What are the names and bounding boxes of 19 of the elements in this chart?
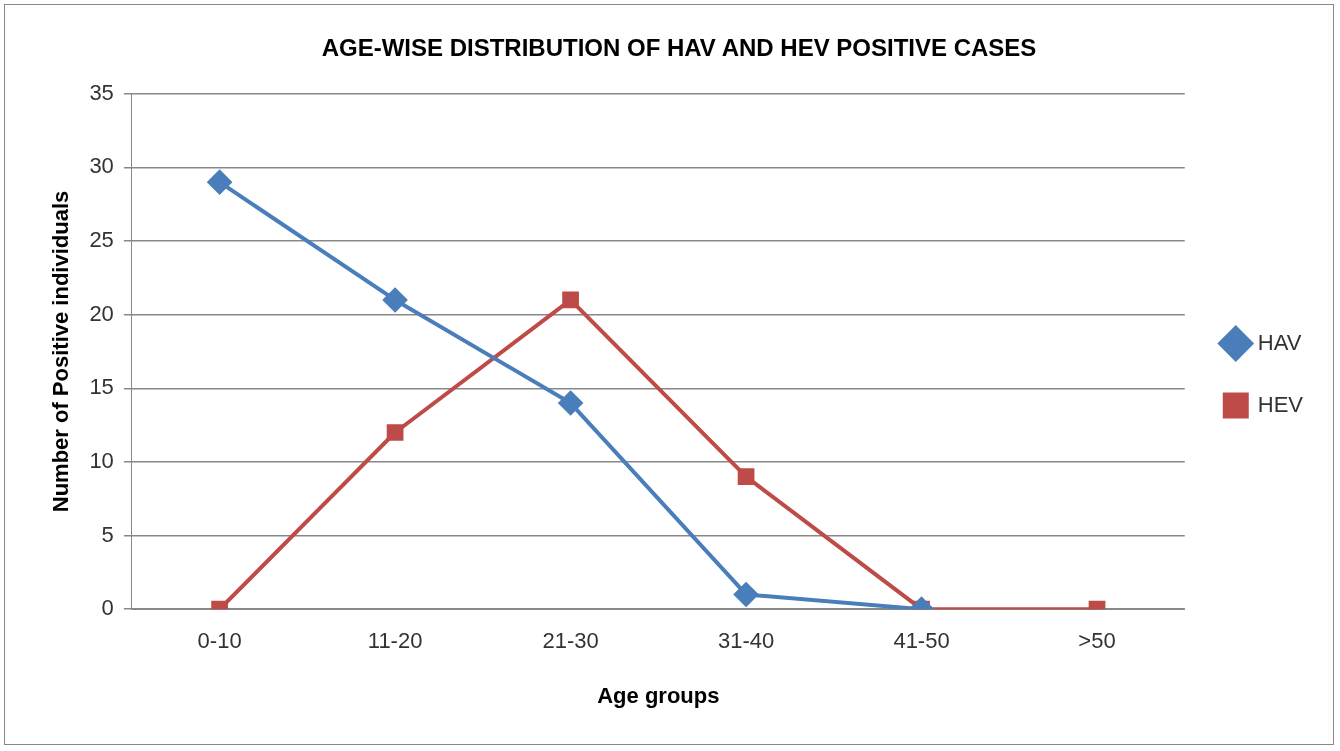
chart-title: AGE-WISE DISTRIBUTION OF HAV AND HEV POSITIVE CASES (321, 34, 1037, 62)
x-tick-label: >50 (1078, 628, 1116, 654)
y-tick-label: 25 (89, 227, 114, 253)
y-tick-label: 15 (89, 374, 114, 400)
x-tick-label: 11-20 (367, 628, 423, 654)
y-tick-label: 5 (101, 521, 114, 547)
y-tick-label: 30 (89, 153, 114, 179)
x-tick-label: 41-50 (893, 628, 950, 654)
y-tick-label: 0 (101, 595, 114, 621)
y-tick-label: 35 (89, 79, 114, 105)
y-tick-label: 10 (89, 448, 114, 474)
y-tick-label: 20 (89, 300, 114, 326)
x-tick-label: 21-30 (542, 628, 599, 654)
x-axis-title: Age groups (597, 682, 720, 708)
x-tick-label: 31-40 (717, 628, 775, 654)
legend-label: HAV (1257, 329, 1302, 355)
legend-label: HEV (1257, 391, 1304, 417)
x-tick-label: 0-10 (197, 628, 242, 654)
y-axis-title: Number of Positive individuals (48, 190, 74, 513)
